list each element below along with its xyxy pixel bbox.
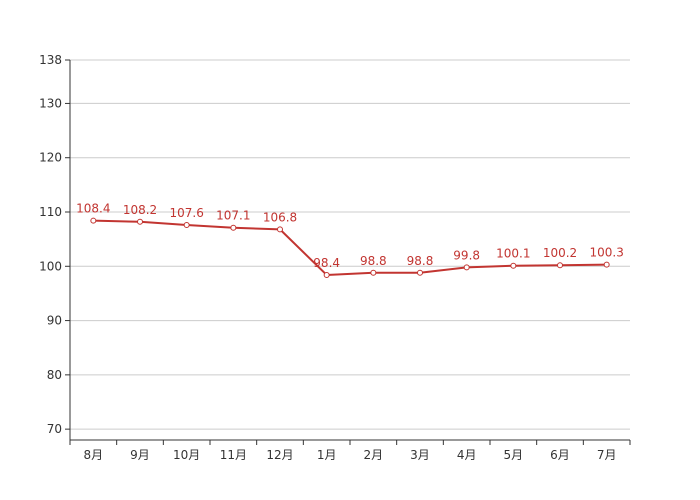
x-tick-label: 11月 (220, 448, 247, 462)
x-tick-labels: 8月 9月 10月 11月 12月 1月 2月 3月 4月 5月 6月 7月 (84, 448, 617, 462)
x-tick-label: 8月 (84, 448, 104, 462)
data-label: 100.3 (589, 246, 623, 260)
x-tick-label: 10月 (173, 448, 200, 462)
x-tick-label: 7月 (597, 448, 617, 462)
y-tick-label: 100 (39, 259, 62, 273)
data-point (557, 262, 563, 269)
x-tick-label: 3月 (410, 448, 430, 462)
data-label: 107.6 (169, 206, 203, 220)
data-point (370, 269, 377, 276)
data-point (510, 262, 517, 269)
data-point (137, 218, 143, 225)
x-tick-label: 2月 (364, 448, 384, 462)
y-tick-label: 120 (39, 151, 62, 165)
data-label: 108.4 (76, 202, 110, 216)
data-label: 106.8 (263, 210, 297, 224)
x-tick-label: 5月 (504, 448, 524, 462)
y-tick-label: 110 (39, 205, 62, 219)
data-label: 98.8 (407, 254, 434, 268)
data-label: 100.1 (496, 247, 530, 261)
y-tick-label: 90 (47, 314, 62, 328)
x-tick-label: 1月 (317, 448, 337, 462)
series (90, 217, 610, 278)
grid-lines (70, 59, 630, 430)
x-tick-label: 4月 (457, 448, 477, 462)
y-tick-labels: 70 80 90 100 110 120 130 138 (39, 53, 62, 436)
y-tick-label: 80 (47, 368, 62, 382)
data-point (277, 226, 283, 233)
data-point (417, 269, 423, 276)
data-label: 107.1 (216, 209, 250, 223)
y-tick-label: 130 (39, 96, 62, 110)
data-point (603, 261, 610, 268)
data-label: 98.8 (360, 254, 387, 268)
data-label: 108.2 (123, 203, 157, 217)
series-line (93, 219, 607, 276)
x-tick-label: 6月 (550, 448, 570, 462)
y-tick-label: 70 (47, 422, 62, 436)
data-point (323, 271, 330, 278)
x-tick-label: 9月 (130, 448, 150, 462)
data-label: 98.4 (313, 256, 340, 270)
data-labels: 108.4 108.2 107.6 107.1 106.8 98.4 98.8 98.8 99.… (76, 202, 624, 270)
data-label: 100.2 (543, 246, 577, 260)
data-label: 99.8 (453, 248, 480, 262)
x-tick-label: 12月 (266, 448, 293, 462)
y-tick-label: 138 (39, 53, 62, 67)
data-point (463, 264, 470, 271)
axes (65, 59, 631, 445)
data-point (230, 224, 237, 231)
data-point (90, 217, 97, 224)
data-point (183, 222, 190, 229)
